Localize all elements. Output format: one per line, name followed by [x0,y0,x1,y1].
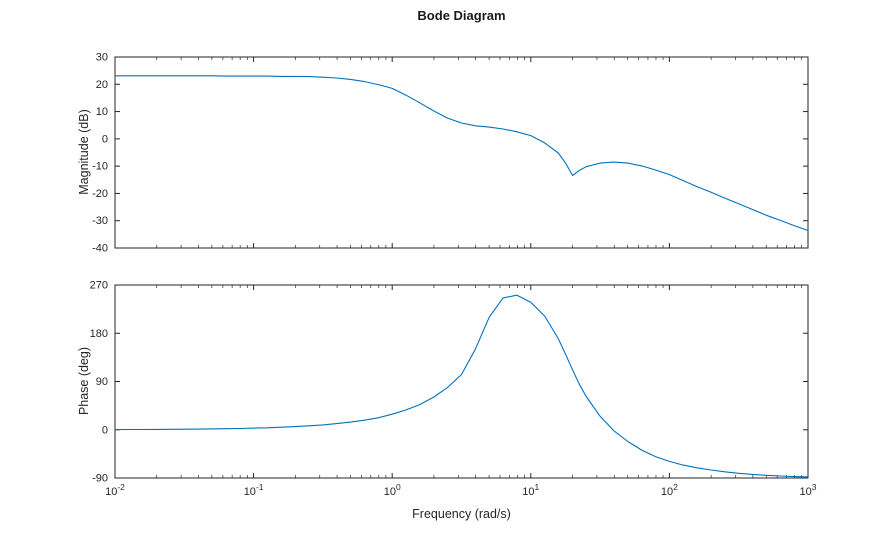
y-tick-label: 10 [96,106,108,118]
y-tick-label: 0 [102,424,108,436]
figure-title: Bode Diagram [417,8,506,23]
magnitude-axis-label: Magnitude (dB) [77,109,91,195]
y-tick-label: 270 [90,280,108,292]
phase-axis-label: Phase (deg) [77,346,91,416]
y-tick-label: 0 [102,133,108,145]
y-tick-label: 20 [96,79,108,91]
phase-curve [114,294,809,478]
y-tick-label: -90 [92,473,108,485]
x-tick-label: 102 [661,482,678,498]
y-tick-label: -10 [92,161,108,173]
magnitude-curve [114,75,809,232]
x-tick-label: 100 [384,482,401,498]
plot-phase: 10-2 10-1 100 101 102 103 -90 0 90 180 270 [90,280,817,499]
y-tick-label: 30 [96,52,108,64]
y-tick-label: -40 [92,243,108,255]
y-tick-label: 90 [96,376,108,388]
y-tick-label: 180 [90,328,108,340]
x-tick-label: 10-2 [105,482,125,498]
y-tick-label: -30 [92,215,108,227]
plot-magnitude: -40 -30 -20 -10 0 10 20 30 [92,52,809,255]
x-tick-label: 103 [800,482,817,498]
magnitude-axes-box [114,56,809,249]
phase-axes-box [114,284,809,479]
x-tick-label: 10-1 [244,482,264,498]
x-tick-label: 101 [522,482,539,498]
y-tick-label: -20 [92,188,108,200]
frequency-axis-label: Frequency (rad/s) [412,507,511,521]
